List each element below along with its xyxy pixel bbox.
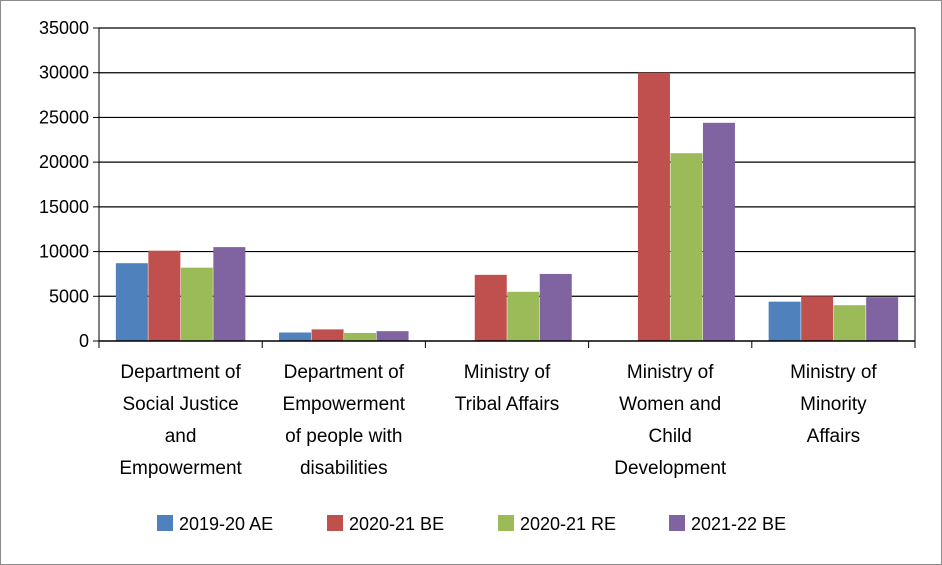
y-tick-label: 25000 [39,107,89,127]
y-tick-label: 10000 [39,242,89,262]
x-category-label: Social Justice [123,394,239,415]
bar [702,122,735,342]
bar [539,273,572,341]
bar [180,267,213,341]
y-tick-label: 0 [79,331,89,351]
bars [115,72,899,342]
bar [637,72,670,341]
x-category-label: Department of [120,362,241,383]
x-category-label: Minority [800,394,867,415]
bar [474,274,507,341]
legend-swatch [498,515,514,531]
legend-swatch [157,515,173,531]
y-tick-label: 35000 [39,18,89,38]
x-category-label: Affairs [807,426,861,447]
bar [670,153,703,341]
legend: 2019-20 AE 2020-21 BE 2020-21 RE 2021-22 BE [157,514,786,534]
bar [148,250,181,341]
x-category-label: Ministry of [790,362,877,383]
y-tick-label: 5000 [49,286,89,306]
y-tick-label: 30000 [39,63,89,83]
y-tick-label: 15000 [39,197,89,217]
legend-label: 2020-21 BE [349,514,444,534]
y-axis-ticks: 0 5000 10000 15000 20000 25000 30000 35000 [39,18,99,351]
y-tick-label: 20000 [39,152,89,172]
x-category-label: Ministry of [627,362,714,383]
legend-swatch [327,515,343,531]
legend-swatch [669,515,685,531]
x-axis-labels: Department of Social Justice and Empowermen… [119,362,877,479]
x-category-label: disabilities [300,458,388,479]
x-category-label: Empowerment [119,458,242,479]
x-category-label: and [165,426,197,447]
x-category-label: Department of [284,362,405,383]
bar [311,329,344,341]
x-category-label: Development [614,458,727,479]
x-category-label: Ministry of [464,362,551,383]
bar [279,332,312,341]
bar [801,296,834,341]
legend-label: 2021-22 BE [691,514,786,534]
bar [213,247,246,341]
bar [833,305,866,341]
bar [866,297,899,341]
x-category-label: Empowerment [283,394,406,415]
bar [507,291,540,341]
bar [768,301,801,341]
x-category-label: of people with [285,426,402,447]
x-category-label: Tribal Affairs [455,394,560,415]
bar [344,332,377,341]
x-category-label: Child [649,426,692,447]
x-category-label: Women and [619,394,721,415]
bar [115,263,148,341]
legend-label: 2020-21 RE [520,514,616,534]
bar [376,331,409,341]
axes [98,27,916,348]
legend-label: 2019-20 AE [179,514,273,534]
